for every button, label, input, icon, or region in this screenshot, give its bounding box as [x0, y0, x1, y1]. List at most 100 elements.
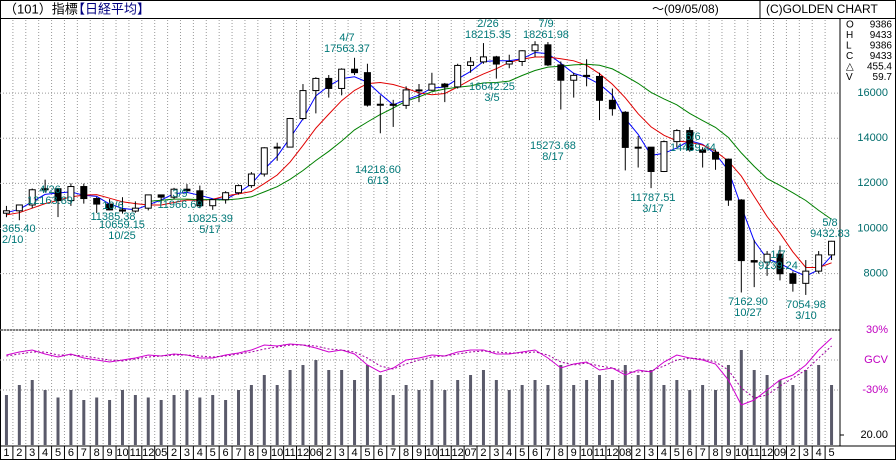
- x-tick-label: 6: [532, 447, 538, 459]
- x-tick-label: 7: [235, 447, 241, 459]
- x-tick-label: 4: [42, 447, 48, 459]
- x-tick-label: 2: [16, 447, 22, 459]
- volume-bar: [365, 365, 369, 445]
- x-tick-label: 07: [464, 447, 476, 459]
- candle-body: [712, 151, 720, 160]
- candle-body: [544, 44, 552, 66]
- x-tick-label: 4: [351, 447, 357, 459]
- x-tick-label: 11: [130, 447, 141, 459]
- annotation: 2/10: [2, 234, 23, 246]
- candle-body: [699, 149, 707, 153]
- volume-bar: [817, 365, 821, 445]
- volume-bar: [43, 390, 47, 445]
- x-tick-label: 10: [426, 447, 438, 459]
- x-tick-label: 3: [339, 447, 345, 459]
- header-index: 【日経平均】: [72, 1, 150, 16]
- y2-tick-label: GCV: [864, 354, 889, 366]
- x-tick-label: 08: [619, 447, 631, 459]
- volume-bar: [340, 370, 344, 445]
- volume-bar: [314, 360, 318, 445]
- x-tick-label: 7: [81, 447, 87, 459]
- annotation: 10/27: [734, 307, 762, 319]
- x-tick-label: 2: [171, 447, 177, 459]
- annotation: 5/8: [822, 217, 837, 229]
- volume-bar: [572, 385, 576, 445]
- info-value: 9433: [870, 30, 893, 41]
- x-tick-label: 5: [828, 447, 834, 459]
- volume-bar: [688, 390, 692, 445]
- info-value: 9386: [870, 20, 893, 31]
- x-tick-label: 11: [284, 447, 295, 459]
- x-tick-label: 6: [377, 447, 383, 459]
- annotation: 8/17: [542, 151, 563, 163]
- candle-body: [428, 83, 436, 91]
- candle-body: [363, 72, 371, 106]
- x-tick-label: 09: [774, 447, 786, 459]
- volume-bar: [675, 380, 679, 445]
- annotation: 365.40: [2, 223, 36, 235]
- annotation: 3/17: [642, 203, 663, 215]
- candle-body: [686, 130, 694, 151]
- candle-body: [222, 192, 230, 201]
- header-date: 〜(09/05/08): [652, 2, 719, 16]
- info-value: 9386: [870, 41, 893, 52]
- candle-body: [41, 188, 49, 191]
- x-tick-label: 11: [594, 447, 605, 459]
- x-tick-label: 6: [68, 447, 74, 459]
- candle-body: [93, 198, 101, 205]
- volume-bar: [237, 390, 241, 445]
- x-tick-label: 6: [687, 447, 693, 459]
- x-tick-label: 7: [390, 447, 396, 459]
- annotation: 7054.98: [786, 299, 826, 311]
- y-tick-label: 10000: [857, 222, 888, 234]
- candle-body: [518, 50, 526, 62]
- candle-body: [338, 68, 346, 89]
- candle-body: [235, 185, 243, 194]
- info-value: 455.4: [867, 62, 892, 73]
- volume-bar: [739, 350, 743, 445]
- candle-body: [2, 210, 10, 214]
- x-tick-label: 5: [519, 447, 525, 459]
- line-series: [6, 344, 832, 399]
- x-tick-label: 06: [310, 447, 322, 459]
- volume-bar: [662, 385, 666, 445]
- volume-bar: [533, 380, 537, 445]
- annotation: 4/7: [339, 32, 354, 44]
- x-tick-label: 8: [403, 447, 409, 459]
- x-tick-label: 12: [142, 447, 154, 459]
- candle-body: [660, 141, 668, 172]
- candle-body: [647, 146, 655, 172]
- x-tick-label: 8: [94, 447, 100, 459]
- candle-body: [183, 188, 191, 192]
- x-tick-label: 10: [271, 447, 283, 459]
- x-tick-label: 4: [506, 447, 512, 459]
- candle-body: [157, 194, 165, 198]
- candle-body: [299, 90, 307, 120]
- info-label: △: [846, 62, 854, 73]
- y-tick-label: 20.00: [860, 429, 888, 441]
- info-label: O: [846, 20, 854, 31]
- x-tick-label: 2: [326, 447, 332, 459]
- x-tick-label: 5: [210, 447, 216, 459]
- volume-bar: [327, 370, 331, 445]
- candle-body: [28, 189, 36, 206]
- x-tick-label: 9: [107, 447, 113, 459]
- volume-bar: [262, 375, 266, 445]
- annotation: 14218.60: [355, 164, 401, 176]
- candle-body: [209, 199, 217, 207]
- volume-bar: [494, 380, 498, 445]
- candle-body: [583, 74, 591, 77]
- x-tick-label: 3: [184, 447, 190, 459]
- candle-body: [170, 188, 178, 198]
- candle-body: [441, 83, 449, 88]
- volume-bar: [469, 375, 473, 445]
- annotation: 10/6: [102, 200, 123, 212]
- x-tick-label: 9: [571, 447, 577, 459]
- candle-body: [273, 146, 281, 149]
- annotation: 10825.39: [187, 213, 233, 225]
- info-label: V: [846, 72, 853, 83]
- candle-body: [750, 260, 758, 263]
- volume-bar: [726, 365, 730, 445]
- volume-bar: [804, 370, 808, 445]
